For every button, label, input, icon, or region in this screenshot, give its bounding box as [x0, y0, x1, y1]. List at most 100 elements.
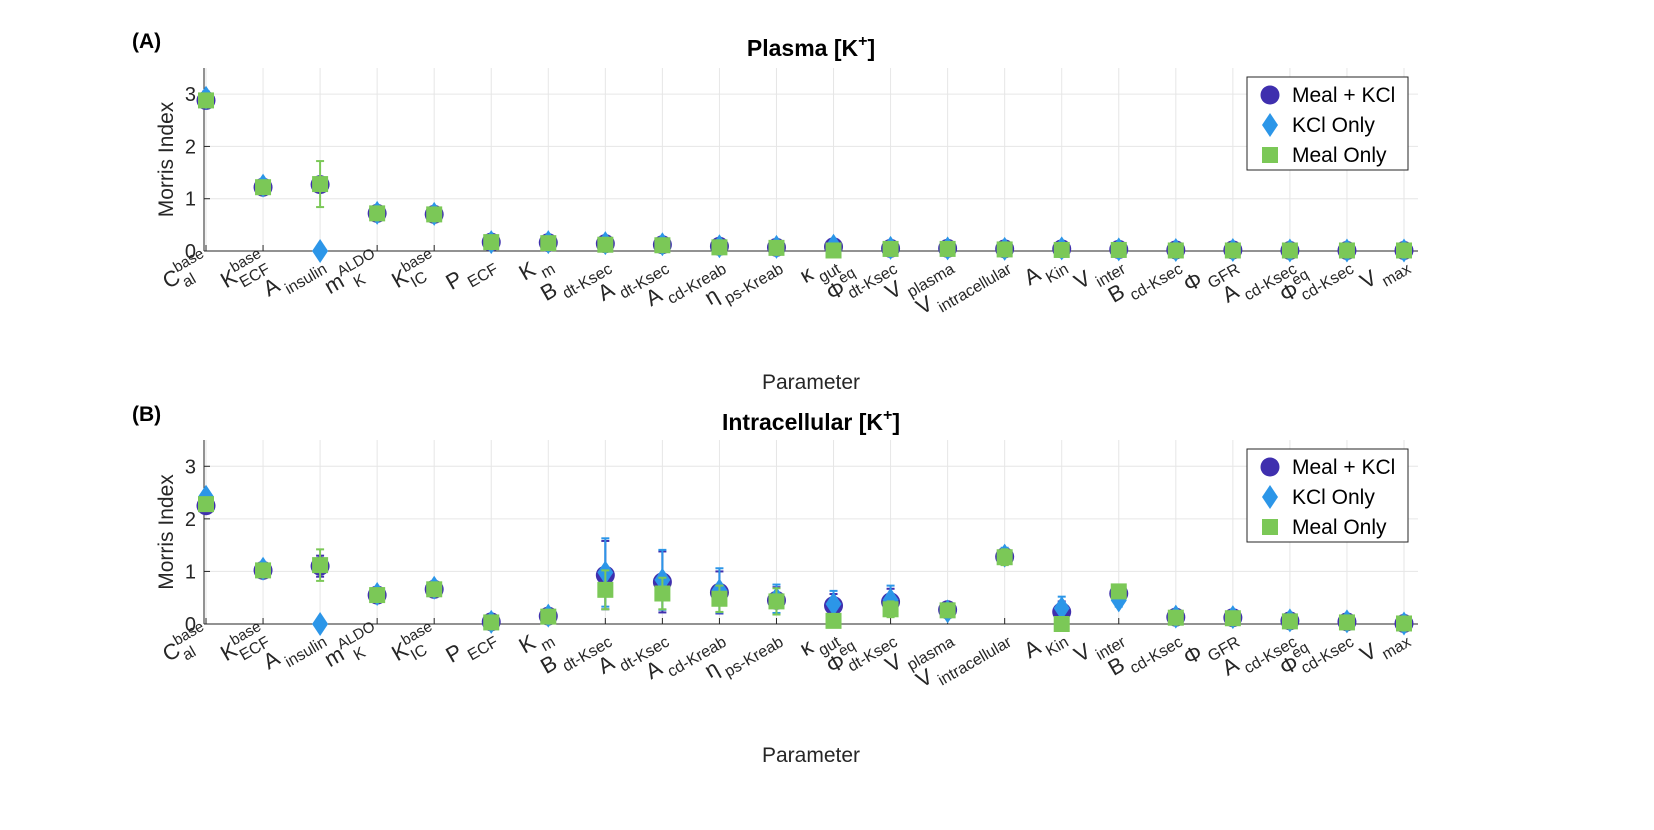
legend-marker-square — [1262, 519, 1278, 535]
x-tick-base: V — [1070, 638, 1095, 667]
x-tick-sub: cd-Ksec — [1127, 261, 1186, 305]
legend-label: Meal + KCl — [1292, 456, 1395, 479]
y-tick-label: 3 — [185, 84, 196, 106]
data-point-meal-only — [198, 496, 214, 513]
x-tick-base: P — [441, 639, 466, 668]
data-point-meal-only — [312, 557, 329, 574]
data-point-meal-only — [1110, 241, 1127, 258]
x-tick-sub: K — [351, 271, 369, 291]
data-point-meal-only — [426, 206, 443, 223]
data-point-meal-only — [1224, 242, 1241, 259]
x-tick-sub: Kin — [1043, 634, 1072, 660]
legend-marker-square — [1262, 147, 1278, 163]
data-point-kcl-only — [825, 592, 842, 617]
data-point-meal-only — [654, 237, 671, 254]
data-point-meal-only — [483, 234, 500, 251]
chart-title-main: Plasma [K — [747, 35, 859, 61]
y-tick-label: 2 — [185, 509, 196, 531]
data-point-meal-only — [1396, 615, 1412, 632]
data-point-kcl-only — [312, 239, 329, 263]
chart-title-sup: + — [858, 33, 867, 50]
legend-label: Meal + KCl — [1292, 84, 1395, 107]
x-tick-base: P — [441, 266, 466, 295]
x-tick-sub: ECF — [465, 634, 501, 665]
data-point-meal-only — [939, 602, 956, 619]
data-point-meal-only — [711, 239, 728, 256]
x-tick-base: V — [881, 275, 906, 304]
data-point-kcl-only — [312, 612, 329, 636]
data-point-meal-only — [768, 239, 785, 256]
data-point-meal-only — [825, 242, 842, 259]
x-tick-sub: max — [1379, 634, 1414, 664]
panel-label: (B) — [132, 403, 161, 426]
x-tick-base: B — [536, 277, 561, 306]
legend-label: KCl Only — [1292, 114, 1375, 137]
x-tick-sup: eq — [1289, 639, 1312, 662]
x-tick-label: PECF — [441, 248, 501, 301]
data-point-meal-only — [255, 562, 272, 579]
data-point-meal-only — [369, 205, 386, 222]
chart-title: Plasma [K+] — [747, 33, 875, 61]
x-tick-base: A — [1218, 651, 1243, 680]
x-tick-base: A — [1218, 278, 1243, 307]
x-tick-base: V — [1070, 265, 1095, 294]
data-point-meal-only — [1167, 242, 1184, 259]
y-tick-label: 1 — [185, 561, 196, 583]
x-tick-base: V — [912, 290, 937, 319]
data-point-meal-only — [483, 614, 500, 631]
x-axis-label: Parameter — [762, 371, 860, 394]
y-axis-label: Morris Index — [155, 101, 178, 217]
x-tick-base: K — [515, 629, 540, 658]
data-point-meal-only — [1053, 241, 1070, 258]
data-point-meal-only — [825, 612, 842, 629]
panel-label: (A) — [132, 30, 161, 53]
series-circle — [196, 90, 1414, 260]
x-tick-base: A — [259, 272, 284, 301]
x-tick-base: A — [259, 645, 284, 674]
x-tick-sub: ps-Kreab — [722, 634, 787, 681]
data-point-meal-only — [255, 179, 272, 196]
data-point-meal-only — [540, 235, 557, 252]
x-tick-sub: IC — [408, 269, 430, 292]
y-axis-label: Morris Index — [155, 474, 178, 590]
x-tick-base: A — [641, 655, 666, 684]
x-tick-base: B — [1104, 279, 1129, 308]
x-tick-label: KbaseIC — [386, 245, 444, 299]
series-diamond — [198, 85, 1412, 263]
y-tick-label: 0 — [185, 241, 196, 263]
data-point-meal-only — [996, 549, 1013, 566]
data-point-meal-only — [882, 601, 899, 618]
x-tick-base: κ — [795, 260, 818, 288]
data-point-meal-only — [1167, 609, 1184, 626]
x-tick-label: Cbaseal — [157, 618, 216, 673]
x-tick-base: K — [515, 256, 540, 285]
x-tick-sup: eq — [1289, 266, 1312, 289]
legend-marker-diamond — [1262, 113, 1278, 137]
x-tick-label: Cbaseal — [157, 245, 216, 300]
y-tick-label: 0 — [185, 614, 196, 636]
legend-marker-circle — [1260, 85, 1280, 105]
x-tick-sub: cd-Ksec — [1127, 634, 1186, 678]
x-tick-sub: max — [1379, 261, 1414, 291]
data-point-meal-only — [540, 608, 557, 625]
x-tick-base: B — [1104, 652, 1129, 681]
chart-title-sup: + — [883, 407, 892, 424]
data-point-meal-only — [711, 590, 728, 607]
x-tick-base: A — [593, 277, 618, 306]
data-point-meal-only — [768, 593, 785, 610]
x-tick-base: κ — [795, 633, 818, 661]
legend: Meal + KCl KCl Only Meal Only — [1246, 448, 1409, 543]
x-tick-sup: eq — [835, 637, 858, 660]
series-square — [198, 496, 1412, 632]
data-point-kcl-only — [1053, 596, 1070, 621]
legend-label: Meal Only — [1292, 516, 1387, 539]
data-point-meal-only — [1053, 616, 1070, 632]
y-tick-label: 3 — [185, 456, 196, 478]
data-point-meal-only — [426, 581, 443, 598]
chart-title: Intracellular [K+] — [722, 407, 900, 435]
x-tick-base: A — [1020, 261, 1045, 290]
x-tick-label: mALDOK — [318, 618, 387, 678]
data-point-meal-only — [1224, 610, 1241, 627]
